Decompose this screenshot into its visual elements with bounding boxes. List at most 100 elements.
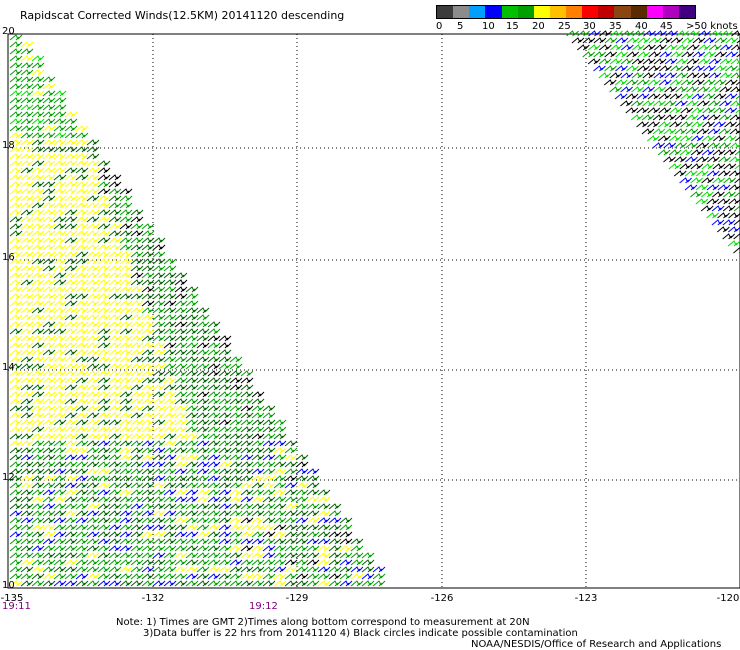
wind-barb (251, 447, 265, 454)
wind-barb (97, 419, 111, 426)
wind-barb (703, 37, 717, 44)
wind-barb (108, 286, 122, 293)
wind-barb (609, 72, 623, 79)
wind-barb (75, 272, 89, 279)
wind-barb (725, 65, 738, 72)
wind-barb (119, 216, 133, 223)
wind-barb (196, 398, 210, 405)
wind-barb (152, 531, 166, 538)
wind-barb (119, 545, 133, 552)
wind-barb (97, 342, 111, 349)
wind-barb (696, 114, 710, 121)
wind-barb (708, 58, 722, 65)
wind-barb (20, 139, 34, 146)
wind-barb (31, 419, 45, 426)
wind-barb (152, 321, 166, 328)
wind-barb (130, 286, 144, 293)
wind-barb (295, 489, 309, 496)
wind-barb (42, 153, 56, 160)
wind-barb (262, 517, 276, 524)
wind-barb (361, 559, 375, 566)
wind-barb (679, 149, 693, 156)
wind-barb (86, 440, 100, 447)
wind-barb (53, 132, 67, 139)
wind-barb (86, 237, 100, 244)
wind-barb (42, 202, 56, 209)
wind-barb (152, 307, 166, 314)
wind-barb (9, 328, 23, 335)
wind-barb (696, 156, 709, 163)
wind-barb (174, 545, 188, 552)
wind-barb (31, 202, 45, 209)
wind-barb (75, 573, 89, 580)
wind-barb (218, 419, 232, 426)
wind-barb (317, 496, 331, 503)
wind-barb (97, 454, 111, 461)
wind-barb (130, 531, 144, 538)
wind-barb (273, 503, 287, 510)
wind-barb (20, 258, 34, 265)
wind-barb (9, 321, 23, 328)
wind-barb (86, 139, 100, 146)
lat-label-20: 20 (2, 26, 15, 37)
wind-barb (262, 461, 276, 468)
wind-barb (130, 342, 144, 349)
wind-barb (196, 335, 210, 342)
wind-barb (185, 468, 199, 475)
wind-barb (108, 468, 122, 475)
wind-barb (240, 391, 254, 398)
wind-barb (75, 503, 89, 510)
wind-barb (42, 384, 56, 391)
wind-barb (207, 545, 221, 552)
wind-barb (207, 349, 221, 356)
wind-barb (108, 531, 122, 538)
wind-barb (196, 552, 210, 559)
wind-barb (108, 314, 122, 321)
wind-barb (218, 503, 232, 510)
wind-barb (20, 97, 34, 104)
wind-barb (64, 524, 78, 531)
wind-barb (262, 552, 276, 559)
wind-barb (328, 510, 342, 517)
wind-barb (141, 328, 155, 335)
wind-barb (207, 342, 221, 349)
wind-barb (686, 58, 700, 65)
wind-barb (31, 412, 45, 419)
wind-barb (53, 573, 67, 580)
wind-barb (86, 377, 100, 384)
wind-barb (716, 226, 730, 233)
wind-barb (108, 342, 122, 349)
wind-barb (174, 356, 188, 363)
wind-barb (696, 128, 710, 135)
wind-barb (163, 580, 177, 587)
wind-barb (75, 335, 89, 342)
wind-barb (163, 489, 177, 496)
wind-barb (31, 552, 45, 559)
wind-barb (229, 440, 243, 447)
wind-barb (64, 475, 78, 482)
wind-barb (75, 237, 89, 244)
wind-barb (723, 191, 736, 198)
wind-barb (20, 265, 34, 272)
wind-barb (697, 58, 711, 65)
wind-barb (350, 552, 364, 559)
wind-barb (229, 510, 243, 517)
wind-barb (566, 30, 579, 37)
wind-barb (42, 125, 56, 132)
wind-barb (9, 195, 23, 202)
wind-barb (64, 405, 78, 412)
wind-barb (185, 405, 199, 412)
wind-barb (174, 314, 188, 321)
wind-barb (713, 121, 726, 128)
wind-barb (53, 314, 67, 321)
wind-barb (152, 524, 166, 531)
wind-barb (729, 128, 740, 135)
wind-barb (273, 433, 287, 440)
scale-swatch (485, 6, 502, 18)
wind-barb (262, 405, 276, 412)
wind-barb (42, 489, 56, 496)
wind-barb (240, 468, 254, 475)
wind-barb (64, 391, 78, 398)
wind-barb (75, 307, 89, 314)
wind-barb (284, 566, 298, 573)
